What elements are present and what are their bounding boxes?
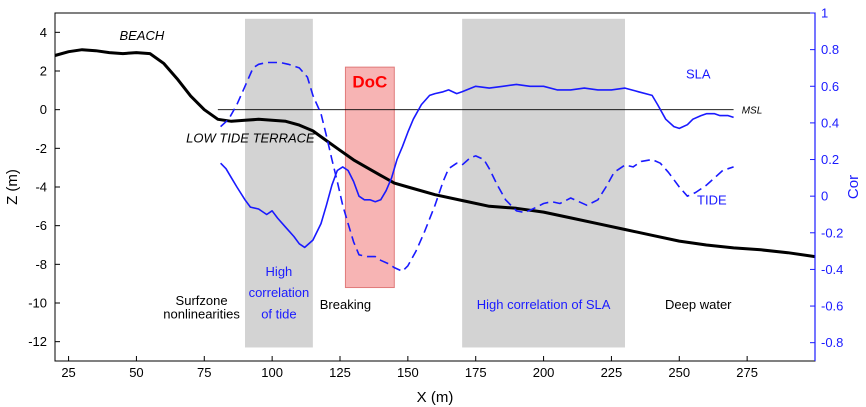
annotation-deep-water: Deep water bbox=[665, 297, 732, 312]
y-right-tick-label: 1 bbox=[821, 6, 828, 21]
annotation-sla-label: SLA bbox=[686, 67, 711, 82]
shaded-region-2 bbox=[462, 18, 625, 348]
annotation-breaking: Breaking bbox=[320, 297, 371, 312]
y-right-tick-label: 0 bbox=[821, 189, 828, 204]
axes-layer: 25 50 75 100 125 150 175 200 225 250 275-12-10-8-6… bbox=[28, 6, 843, 381]
x-tick-label: 175 bbox=[465, 365, 487, 380]
y-left-tick-label: -12 bbox=[28, 334, 47, 349]
y-left-tick-label: 2 bbox=[40, 64, 47, 79]
y-left-tick-label: -8 bbox=[35, 257, 47, 272]
y-left-tick-label: -10 bbox=[28, 296, 47, 311]
x-axis-label: X (m) bbox=[417, 389, 454, 406]
annotations-layer: BEACH LOW TIDE TERRACE MSL SLA TIDE DoC Surfzo… bbox=[119, 28, 762, 321]
annotation-correlation1: correlation bbox=[249, 285, 310, 300]
series-beach bbox=[54, 48, 816, 259]
series-sla bbox=[220, 83, 734, 249]
y-left-tick-label: -2 bbox=[35, 141, 47, 156]
series-layer bbox=[54, 48, 816, 273]
x-tick-label: 250 bbox=[668, 365, 690, 380]
shaded-region-1 bbox=[245, 18, 313, 348]
x-tick-label: 25 bbox=[61, 365, 75, 380]
annotation-surfzone: Surfzone bbox=[176, 293, 228, 308]
series-tide bbox=[220, 61, 734, 273]
x-tick-label: 225 bbox=[601, 365, 623, 380]
y-right-tick-label: 0.4 bbox=[821, 115, 839, 130]
annotation-low-tide-terrace: LOW TIDE TERRACE bbox=[186, 131, 315, 146]
annotation-tide-label: TIDE bbox=[697, 192, 727, 207]
y-right-tick-label: -0.8 bbox=[821, 335, 843, 350]
y-axis-right-label: Cor bbox=[845, 175, 862, 199]
annotation-msl: MSL bbox=[742, 106, 763, 117]
y-axis-left-label: Z (m) bbox=[4, 169, 21, 205]
x-tick-label: 200 bbox=[533, 365, 555, 380]
x-tick-label: 275 bbox=[736, 365, 758, 380]
y-right-tick-label: -0.4 bbox=[821, 262, 843, 277]
annotation-high1: High bbox=[266, 264, 293, 279]
annotation-oftide: of tide bbox=[261, 306, 296, 321]
annotation-doc-label: DoC bbox=[352, 72, 387, 91]
annotation-high-sla: High correlation of SLA bbox=[477, 297, 611, 312]
x-tick-label: 75 bbox=[197, 365, 211, 380]
y-right-tick-label: 0.2 bbox=[821, 152, 839, 167]
x-tick-label: 150 bbox=[397, 365, 419, 380]
y-right-tick-label: -0.6 bbox=[821, 299, 843, 314]
y-left-tick-label: 4 bbox=[40, 25, 47, 40]
y-right-tick-label: 0.6 bbox=[821, 79, 839, 94]
y-right-tick-label: 0.8 bbox=[821, 42, 839, 57]
regions-layer bbox=[245, 18, 625, 348]
y-left-tick-label: 0 bbox=[40, 102, 47, 117]
annotation-beach: BEACH bbox=[119, 28, 164, 43]
y-left-tick-label: -6 bbox=[35, 218, 47, 233]
annotation-nonlinearities: nonlinearities bbox=[163, 306, 240, 321]
x-tick-label: 100 bbox=[261, 365, 283, 380]
y-right-tick-label: -0.2 bbox=[821, 225, 843, 240]
y-left-tick-label: -4 bbox=[35, 180, 47, 195]
x-tick-label: 50 bbox=[129, 365, 143, 380]
x-tick-label: 125 bbox=[329, 365, 351, 380]
